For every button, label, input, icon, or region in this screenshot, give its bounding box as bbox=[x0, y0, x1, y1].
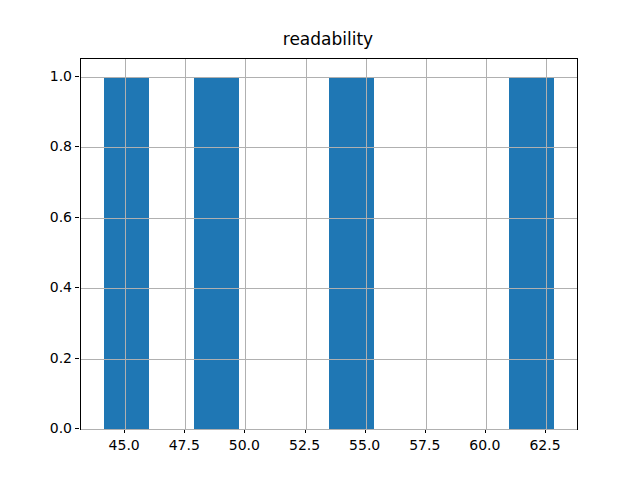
gridline-horizontal bbox=[81, 359, 577, 360]
gridline-vertical bbox=[185, 59, 186, 429]
y-tick-mark bbox=[75, 217, 79, 218]
y-tick-label: 0.2 bbox=[50, 350, 72, 366]
gridline-horizontal bbox=[81, 218, 577, 219]
y-tick-mark bbox=[75, 428, 79, 429]
y-tick-label: 0.0 bbox=[50, 420, 72, 436]
y-tick-label: 0.8 bbox=[50, 138, 72, 154]
gridline-horizontal bbox=[81, 147, 577, 148]
chart-title: readability bbox=[80, 29, 576, 49]
x-tick-label: 57.5 bbox=[409, 437, 440, 453]
gridline-vertical bbox=[245, 59, 246, 429]
plot-area bbox=[80, 58, 578, 430]
gridline-vertical bbox=[306, 59, 307, 429]
y-tick-mark bbox=[75, 287, 79, 288]
x-tick-label: 52.5 bbox=[289, 437, 320, 453]
gridline-vertical bbox=[426, 59, 427, 429]
y-tick-mark bbox=[75, 76, 79, 77]
y-tick-label: 0.6 bbox=[50, 209, 72, 225]
gridline-horizontal bbox=[81, 288, 577, 289]
gridline-vertical bbox=[366, 59, 367, 429]
y-tick-mark bbox=[75, 146, 79, 147]
x-tick-label: 62.5 bbox=[529, 437, 560, 453]
x-tick-label: 60.0 bbox=[469, 437, 500, 453]
gridline-horizontal bbox=[81, 429, 577, 430]
histogram-bar bbox=[194, 77, 239, 429]
figure-canvas: readability 45.0 47.5 50.0 52.5 55.0 57.5 60.0… bbox=[0, 0, 640, 480]
histogram-bar bbox=[329, 77, 374, 429]
x-tick-label: 45.0 bbox=[109, 437, 140, 453]
gridline-vertical bbox=[125, 59, 126, 429]
y-tick-mark bbox=[75, 358, 79, 359]
gridline-horizontal bbox=[81, 77, 577, 78]
x-tick-label: 55.0 bbox=[349, 437, 380, 453]
gridline-vertical bbox=[486, 59, 487, 429]
gridline-vertical bbox=[546, 59, 547, 429]
y-tick-label: 1.0 bbox=[50, 68, 72, 84]
y-tick-label: 0.4 bbox=[50, 279, 72, 295]
x-tick-label: 47.5 bbox=[169, 437, 200, 453]
histogram-bar bbox=[509, 77, 554, 429]
x-tick-label: 50.0 bbox=[229, 437, 260, 453]
